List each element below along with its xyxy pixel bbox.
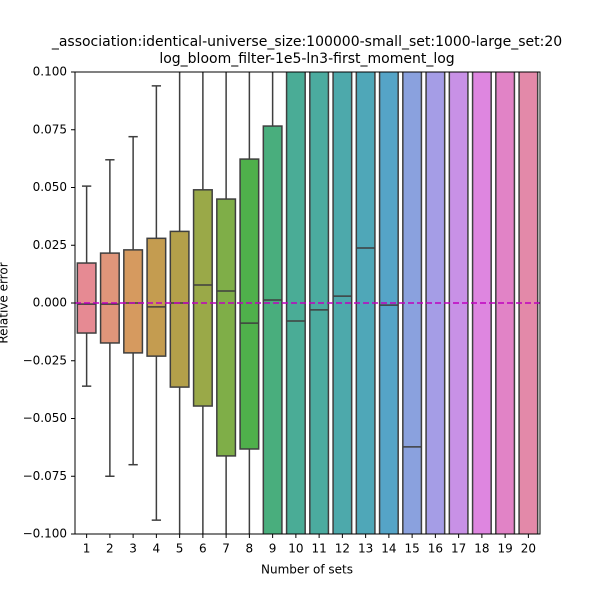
x-tick-label: 1: [83, 542, 91, 556]
x-tick-label: 13: [358, 542, 373, 556]
box: [495, 72, 516, 534]
y-tick-label: −0.025: [23, 353, 67, 367]
chart-title: log_bloom_filter-1e5-ln3-first_moment_lo…: [159, 51, 454, 67]
box: [169, 230, 190, 388]
box: [332, 72, 353, 534]
x-tick-label: 14: [381, 542, 396, 556]
y-tick-label: −0.100: [23, 527, 67, 541]
x-tick-label: 18: [474, 542, 489, 556]
x-tick-label: 19: [497, 542, 512, 556]
y-axis-label: Relative error: [0, 262, 11, 343]
box: [192, 189, 213, 407]
y-tick-label: 0.100: [33, 65, 67, 79]
box: [99, 252, 120, 344]
box: [216, 198, 237, 457]
chart-title: _association:identical-universe_size:100…: [51, 34, 562, 50]
x-tick-label: 7: [222, 542, 230, 556]
y-tick-label: −0.050: [23, 411, 67, 425]
plot-frame: [74, 71, 541, 535]
box: [518, 72, 539, 534]
x-tick-label: 3: [129, 542, 137, 556]
box: [239, 158, 260, 450]
box: [76, 262, 97, 334]
x-tick-label: 20: [521, 542, 536, 556]
x-tick-label: 2: [106, 542, 114, 556]
x-axis-label: Number of sets: [261, 563, 353, 577]
box: [471, 72, 492, 534]
x-tick-label: 6: [199, 542, 207, 556]
y-tick-label: 0.075: [33, 122, 67, 136]
box: [262, 125, 283, 534]
x-tick-label: 8: [246, 542, 254, 556]
x-tick-label: 15: [404, 542, 419, 556]
x-tick-label: 9: [269, 542, 277, 556]
box: [425, 72, 446, 534]
plot-area: [76, 72, 539, 534]
x-tick-label: 4: [153, 542, 161, 556]
box: [146, 237, 167, 357]
box: [448, 72, 469, 534]
x-tick-label: 5: [176, 542, 184, 556]
box: [123, 249, 144, 354]
box: [378, 72, 399, 534]
x-tick-label: 16: [428, 542, 443, 556]
y-tick-label: −0.075: [23, 469, 67, 483]
x-tick-label: 17: [451, 542, 466, 556]
x-tick-label: 10: [288, 542, 303, 556]
x-tick-label: 12: [335, 542, 350, 556]
y-tick-label: 0.050: [33, 180, 67, 194]
box: [402, 72, 423, 534]
x-tick-label: 11: [311, 542, 326, 556]
y-tick-label: 0.000: [33, 296, 67, 310]
y-tick-label: 0.025: [33, 238, 67, 252]
